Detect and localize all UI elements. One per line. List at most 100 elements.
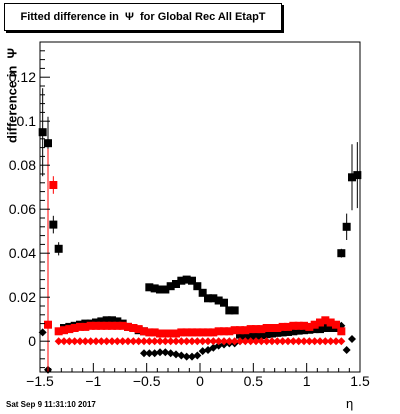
- data-point-diamond: [252, 337, 260, 346]
- data-point-diamond: [140, 349, 148, 358]
- data-point-diamond: [65, 337, 74, 346]
- data-point-diamond: [214, 341, 223, 350]
- data-point-diamond: [326, 337, 335, 346]
- data-point-square: [60, 326, 68, 335]
- data-point-diamond: [182, 352, 191, 361]
- data-point-diamond: [161, 337, 170, 346]
- data-point-square: [49, 220, 58, 229]
- data-point-diamond: [108, 337, 116, 346]
- data-point-square: [156, 285, 164, 294]
- data-point-square: [230, 306, 239, 315]
- data-point-diamond: [102, 337, 111, 346]
- data-point-diamond: [81, 337, 90, 346]
- data-point-diamond: [166, 349, 175, 358]
- data-point-square: [262, 324, 271, 332]
- x-tick-label: 1: [303, 373, 311, 389]
- data-point-square: [145, 328, 154, 337]
- data-point-square: [150, 328, 159, 337]
- data-point-diamond: [166, 337, 175, 346]
- data-point-square: [188, 276, 196, 285]
- data-point-diamond: [54, 337, 63, 346]
- data-point-square: [198, 328, 207, 337]
- data-point-square: [97, 317, 106, 326]
- data-point-square: [236, 330, 244, 339]
- data-point-square: [118, 321, 127, 330]
- data-point-diamond: [332, 337, 340, 346]
- y-axis-label: difference in Ψ: [4, 47, 20, 144]
- data-point-square: [353, 171, 362, 180]
- data-point-square: [300, 326, 308, 335]
- data-point-diamond: [220, 337, 228, 346]
- y-tick-label: 0.08: [9, 157, 36, 173]
- data-point-diamond: [182, 337, 191, 346]
- data-point-square: [108, 321, 116, 330]
- data-point-square: [161, 329, 170, 338]
- data-point-square: [246, 325, 255, 334]
- data-point-square: [225, 306, 234, 315]
- data-point-square: [129, 324, 138, 332]
- data-point-square: [97, 321, 106, 330]
- data-point-diamond: [337, 337, 346, 346]
- data-point-diamond: [321, 337, 330, 346]
- data-point-square: [193, 328, 202, 337]
- data-point-square: [102, 316, 111, 325]
- data-point-diamond: [145, 349, 154, 358]
- data-point-square: [252, 325, 260, 334]
- data-point-diamond: [118, 337, 127, 346]
- data-point-square: [156, 329, 164, 338]
- data-point-square: [102, 321, 111, 330]
- y-tick-label: 0.1: [17, 113, 37, 129]
- data-point-diamond: [86, 337, 95, 346]
- data-point-diamond: [316, 337, 324, 346]
- data-point-diamond: [150, 337, 159, 346]
- data-point-square: [289, 327, 298, 336]
- data-point-square: [273, 324, 282, 332]
- x-tick-label: 1.5: [350, 373, 370, 389]
- data-point-diamond: [262, 337, 271, 346]
- data-point-diamond: [236, 337, 244, 346]
- data-point-square: [81, 322, 90, 331]
- data-point-diamond: [209, 337, 218, 346]
- data-point-square: [305, 322, 314, 331]
- data-point-square: [257, 325, 266, 334]
- data-point-diamond: [156, 337, 164, 346]
- data-point-diamond: [204, 337, 212, 346]
- data-point-square: [193, 282, 202, 291]
- data-point-square: [236, 326, 244, 335]
- data-point-square: [38, 128, 47, 137]
- data-point-diamond: [161, 348, 170, 357]
- data-point-square: [310, 325, 319, 334]
- data-point-square: [268, 324, 276, 332]
- data-point-diamond: [177, 351, 186, 360]
- data-point-diamond: [188, 337, 196, 346]
- data-point-square: [188, 328, 196, 337]
- data-point-square: [86, 321, 95, 330]
- data-point-square: [113, 317, 122, 326]
- data-point-square: [54, 244, 63, 253]
- data-point-diamond: [348, 335, 356, 343]
- data-point-square: [300, 321, 308, 330]
- data-point-square: [294, 326, 303, 335]
- data-point-square: [316, 318, 324, 327]
- data-point-square: [337, 249, 346, 258]
- data-point-diamond: [97, 337, 106, 346]
- x-axis-label: η: [346, 396, 354, 411]
- data-point-diamond: [246, 337, 255, 346]
- data-point-square: [273, 328, 282, 337]
- data-point-diamond: [70, 337, 79, 346]
- data-point-diamond: [92, 337, 100, 346]
- data-point-square: [113, 321, 122, 330]
- data-point-diamond: [193, 351, 202, 360]
- data-point-square: [182, 328, 191, 337]
- data-point-diamond: [230, 337, 239, 346]
- x-tick-label: −0.5: [133, 373, 161, 389]
- data-point-square: [294, 321, 303, 330]
- data-point-square: [54, 327, 63, 336]
- timestamp: Sat Sep 9 11:31:10 2017: [6, 400, 96, 409]
- data-point-diamond: [300, 337, 308, 346]
- data-point-square: [182, 275, 191, 284]
- data-point-square: [230, 326, 239, 335]
- data-point-diamond: [193, 337, 202, 346]
- data-point-diamond: [113, 337, 122, 346]
